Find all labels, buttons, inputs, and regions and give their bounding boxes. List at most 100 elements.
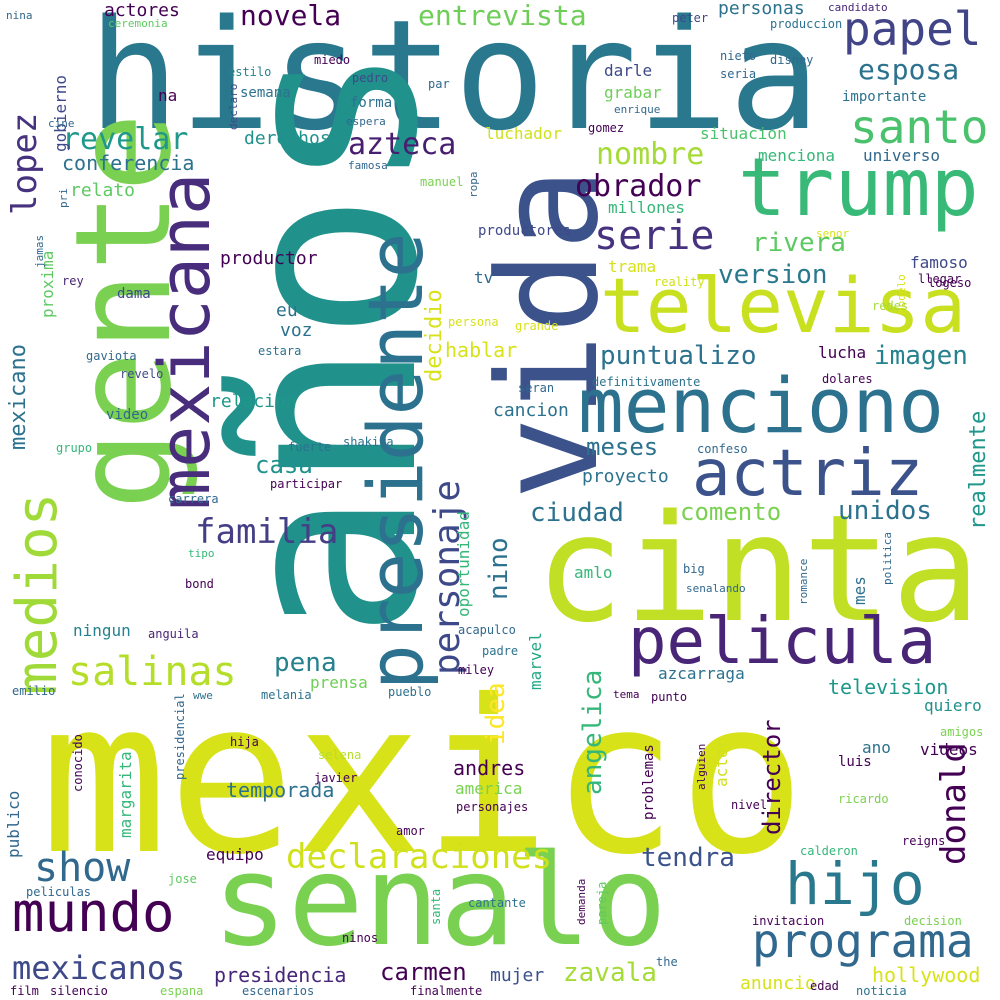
cloud-word-cinta: cinta bbox=[535, 483, 981, 655]
cloud-word-derechos: derechos bbox=[244, 128, 331, 149]
cloud-word-margarita: margarita bbox=[116, 751, 135, 838]
cloud-word-tv: tv bbox=[474, 268, 494, 287]
cloud-word-declaro: declaro bbox=[227, 83, 240, 130]
cloud-word-grabar: grabar bbox=[604, 83, 662, 102]
cloud-word-azteca: azteca bbox=[348, 127, 457, 162]
cloud-word-peliculas: peliculas bbox=[26, 885, 92, 899]
cloud-word-hija: hija bbox=[230, 735, 259, 749]
cloud-word-selena: selena bbox=[318, 748, 362, 762]
cloud-word-productor: productor bbox=[220, 248, 318, 269]
cloud-word-film: film bbox=[10, 984, 39, 998]
cloud-word-personas: personas bbox=[718, 0, 805, 19]
cloud-word-mexicano: mexicano bbox=[6, 344, 31, 450]
cloud-word-azcarraga: azcarraga bbox=[658, 664, 745, 683]
cloud-word-darle: darle bbox=[604, 61, 653, 80]
cloud-word-reality: reality bbox=[654, 275, 705, 289]
cloud-word-papel: papel bbox=[843, 2, 982, 56]
cloud-word-javier: javier bbox=[314, 771, 358, 785]
cloud-word-proyecto: proyecto bbox=[582, 466, 669, 487]
cloud-word-meses: meses bbox=[586, 433, 659, 461]
cloud-word-miley: miley bbox=[458, 663, 495, 677]
cloud-word-presidencial: presidencial bbox=[173, 693, 187, 780]
cloud-word-rey: rey bbox=[62, 274, 84, 288]
cloud-word-invitacion: invitacion bbox=[752, 914, 825, 928]
cloud-word-actores: actores bbox=[104, 0, 180, 21]
cloud-word-forma: forma bbox=[350, 95, 393, 111]
cloud-word-lucha: lucha bbox=[818, 343, 867, 362]
cloud-word-candidato: candidato bbox=[828, 1, 888, 14]
cloud-word-silencio: silencio bbox=[50, 984, 108, 998]
cloud-word-enrique: enrique bbox=[614, 103, 661, 116]
cloud-word-senor: senor bbox=[816, 227, 850, 240]
cloud-word-relacion: relacion bbox=[210, 391, 297, 412]
cloud-word-demanda: demanda bbox=[575, 878, 588, 925]
cloud-word-nino: nino bbox=[484, 537, 514, 600]
cloud-word-mexicanos: mexicanos bbox=[12, 949, 186, 987]
cloud-word-millones: millones bbox=[608, 198, 686, 217]
cloud-word-seria: seria bbox=[720, 67, 757, 81]
cloud-word-pueblo: pueblo bbox=[388, 685, 432, 699]
cloud-word-decision: decision bbox=[904, 914, 962, 928]
cloud-word-quiero: quiero bbox=[924, 696, 982, 715]
cloud-word-pelicula: pelicula bbox=[628, 605, 937, 679]
cloud-word-declaraciones: declaraciones bbox=[286, 837, 553, 877]
cloud-word-espera: espera bbox=[346, 115, 386, 128]
cloud-word-gobierno: gobierno bbox=[51, 74, 70, 152]
cloud-word-par: par bbox=[428, 77, 450, 91]
cloud-word-santo: santo bbox=[850, 100, 989, 154]
cloud-word-miedo: miedo bbox=[314, 53, 351, 67]
cloud-word-alguien: alguien bbox=[695, 743, 708, 790]
cloud-word-big: big bbox=[683, 562, 705, 576]
cloud-word-cantante: cantante bbox=[468, 896, 526, 910]
cloud-word-eu: eu bbox=[276, 300, 298, 321]
cloud-word-medios: medios bbox=[5, 492, 70, 695]
cloud-word-edad: edad bbox=[810, 979, 839, 993]
cloud-word-salinas: salinas bbox=[68, 649, 237, 695]
cloud-word-estilo: estilo bbox=[228, 65, 272, 79]
cloud-word-persona: persona bbox=[448, 315, 499, 329]
cloud-word-padre: padre bbox=[482, 644, 519, 658]
cloud-word-definitivamente: definitivamente bbox=[592, 375, 701, 389]
cloud-word-mujer: mujer bbox=[490, 965, 545, 986]
cloud-word-nieto: nieto bbox=[720, 49, 757, 63]
cloud-word-famosa: famosa bbox=[348, 159, 388, 172]
cloud-word-hablar: hablar bbox=[445, 338, 518, 362]
cloud-word-hijo: hijo bbox=[785, 850, 925, 918]
cloud-word-escenarios: escenarios bbox=[242, 984, 315, 998]
cloud-word-emilio: emilio bbox=[12, 684, 56, 698]
cloud-word-universo: universo bbox=[863, 146, 941, 165]
cloud-word-productores: productores bbox=[478, 223, 571, 239]
cloud-word-historia: historia bbox=[88, 0, 821, 164]
cloud-word-voz: voz bbox=[280, 320, 313, 341]
cloud-word-famoso: famoso bbox=[910, 253, 968, 272]
cloud-word-carmen: carmen bbox=[380, 958, 467, 986]
cloud-word-redes: redes bbox=[872, 299, 909, 313]
cloud-word-trump: trump bbox=[738, 141, 979, 234]
cloud-word-revelo: revelo bbox=[120, 367, 164, 381]
cloud-word-rivera: rivera bbox=[752, 228, 846, 258]
cloud-word-comento: comento bbox=[680, 498, 782, 526]
cloud-word-semana: semana bbox=[240, 85, 291, 101]
cloud-word-reigns: reigns bbox=[902, 834, 946, 848]
cloud-word-calderon: calderon bbox=[800, 844, 858, 858]
cloud-word-peter: peter bbox=[672, 11, 709, 25]
cloud-word-acapulco: acapulco bbox=[458, 623, 516, 637]
cloud-word-unidos: unidos bbox=[838, 496, 932, 526]
cloud-word-publico: publico bbox=[4, 790, 23, 858]
cloud-word-america: america bbox=[455, 779, 523, 798]
cloud-word-actor: actor bbox=[712, 738, 731, 787]
cloud-word-llegar: llegar bbox=[918, 272, 962, 286]
cloud-word-temporada: temporada bbox=[226, 778, 335, 802]
cloud-word-santa: santa bbox=[429, 888, 443, 925]
cloud-word-nivel: nivel bbox=[731, 798, 768, 812]
cloud-word-melania: melania bbox=[261, 688, 312, 702]
cloud-word-conocido: conocido bbox=[71, 734, 85, 792]
cloud-word-revelar: revelar bbox=[62, 122, 189, 157]
cloud-word-ricardo: ricardo bbox=[838, 792, 889, 806]
cloud-word-menciona: menciona bbox=[758, 146, 836, 165]
cloud-word-noticia: noticia bbox=[856, 984, 907, 998]
cloud-word-hollywood: hollywood bbox=[872, 963, 981, 987]
cloud-word-na: na bbox=[158, 86, 178, 105]
cloud-word-ceremonia: ceremonia bbox=[108, 17, 168, 30]
cloud-word-jamas: jamas bbox=[33, 234, 46, 268]
